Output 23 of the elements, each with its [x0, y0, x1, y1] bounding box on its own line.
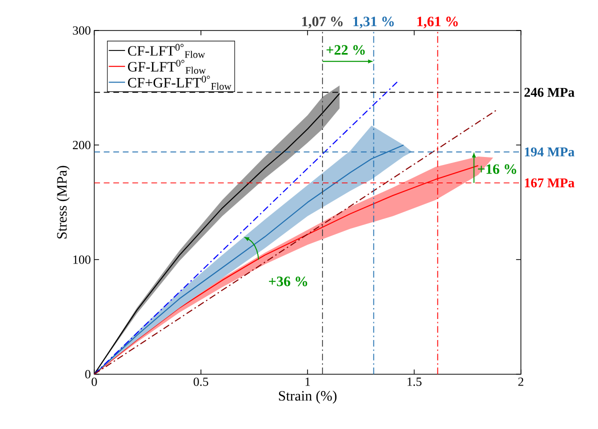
ref-line-label: 246 MPa [524, 88, 574, 98]
ref-line-label: 167 MPa [524, 178, 574, 188]
ref-line-label: 1,61 % [417, 16, 458, 29]
x-tick-label: 2 [518, 378, 524, 386]
x-tick-label: 1.5 [408, 378, 422, 386]
x-tick-label: 0.5 [194, 378, 208, 386]
ref-line-label: 1,31 % [353, 16, 394, 29]
annotation: +22 % [326, 45, 365, 56]
annotation: +16 % [478, 164, 516, 174]
ref-line-label: 194 MPa [524, 148, 574, 157]
y-tick-label: 200 [72, 141, 90, 150]
x-tick-label: 0 [92, 378, 97, 386]
legend-label: CF+GF-LFT$^{0°}$Flow [128, 76, 232, 90]
y-tick-label: 0 [85, 370, 90, 379]
legend-label: GF-LFT$^{0°}$Flow [128, 60, 206, 74]
annotation: +36 % [268, 276, 308, 287]
x-tick-label: 1 [306, 378, 310, 386]
y-tick-label: 100 [73, 256, 90, 264]
x-axis-title: Strain (%) [278, 390, 336, 404]
ref-line-label: 1,07 % [302, 16, 343, 29]
y-tick-label: 300 [72, 26, 90, 35]
legend-label: CF-LFT$^{0°}$Flow [128, 44, 206, 58]
y-axis-title: Stress (MPa) [56, 166, 70, 239]
